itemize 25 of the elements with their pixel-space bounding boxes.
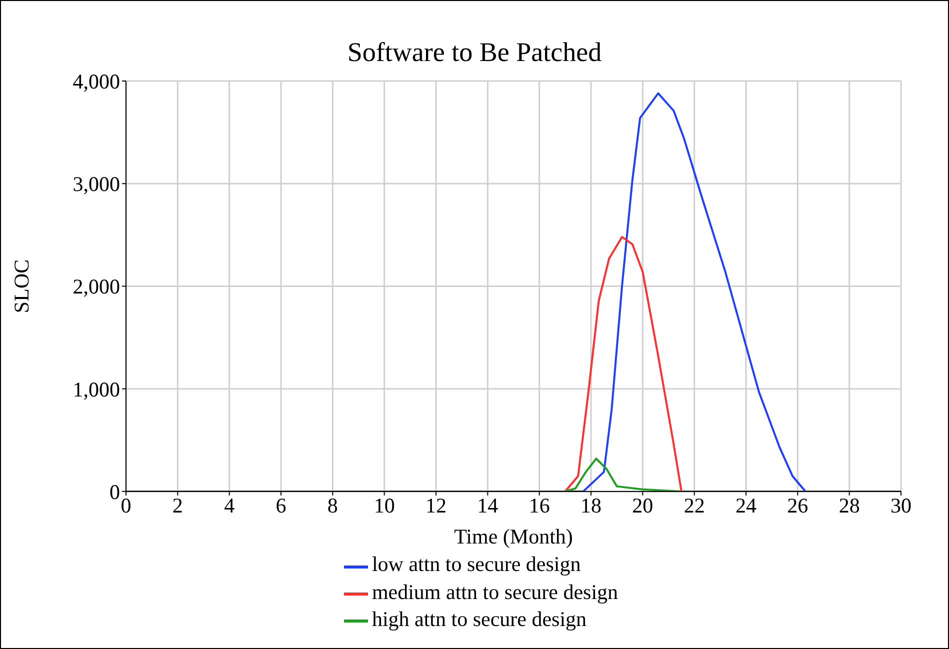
y-tick-label: 2,000 bbox=[72, 274, 120, 299]
x-tick-label: 8 bbox=[327, 493, 338, 518]
y-tick-label: 4,000 bbox=[72, 69, 120, 94]
x-tick-label: 10 bbox=[374, 493, 395, 518]
chart-title: Software to Be Patched bbox=[347, 37, 602, 67]
y-tick-label: 3,000 bbox=[72, 172, 120, 196]
y-axis-title: SLOC bbox=[9, 259, 34, 314]
x-tick-label: 12 bbox=[426, 493, 446, 518]
x-tick-label: 16 bbox=[528, 493, 550, 518]
x-axis-title: Time (Month) bbox=[454, 524, 573, 548]
x-tick-label: 2 bbox=[172, 493, 183, 518]
legend-label: low attn to secure design bbox=[372, 552, 581, 576]
x-tick-label: 4 bbox=[224, 493, 236, 518]
x-tick-label: 6 bbox=[276, 493, 286, 518]
x-tick-label: 26 bbox=[787, 493, 808, 518]
legend-label: medium attn to secure design bbox=[372, 580, 618, 604]
x-tick-label: 22 bbox=[684, 493, 705, 518]
x-tick-label: 24 bbox=[736, 493, 757, 518]
legend-label: high attn to secure design bbox=[372, 606, 587, 631]
x-tick-label: 14 bbox=[477, 493, 499, 518]
x-tick-label: 30 bbox=[890, 493, 912, 518]
x-tick-label: 28 bbox=[838, 493, 860, 518]
x-tick-label: 20 bbox=[632, 493, 654, 518]
x-tick-label: 18 bbox=[580, 493, 602, 518]
y-tick-label: 1,000 bbox=[72, 377, 120, 402]
